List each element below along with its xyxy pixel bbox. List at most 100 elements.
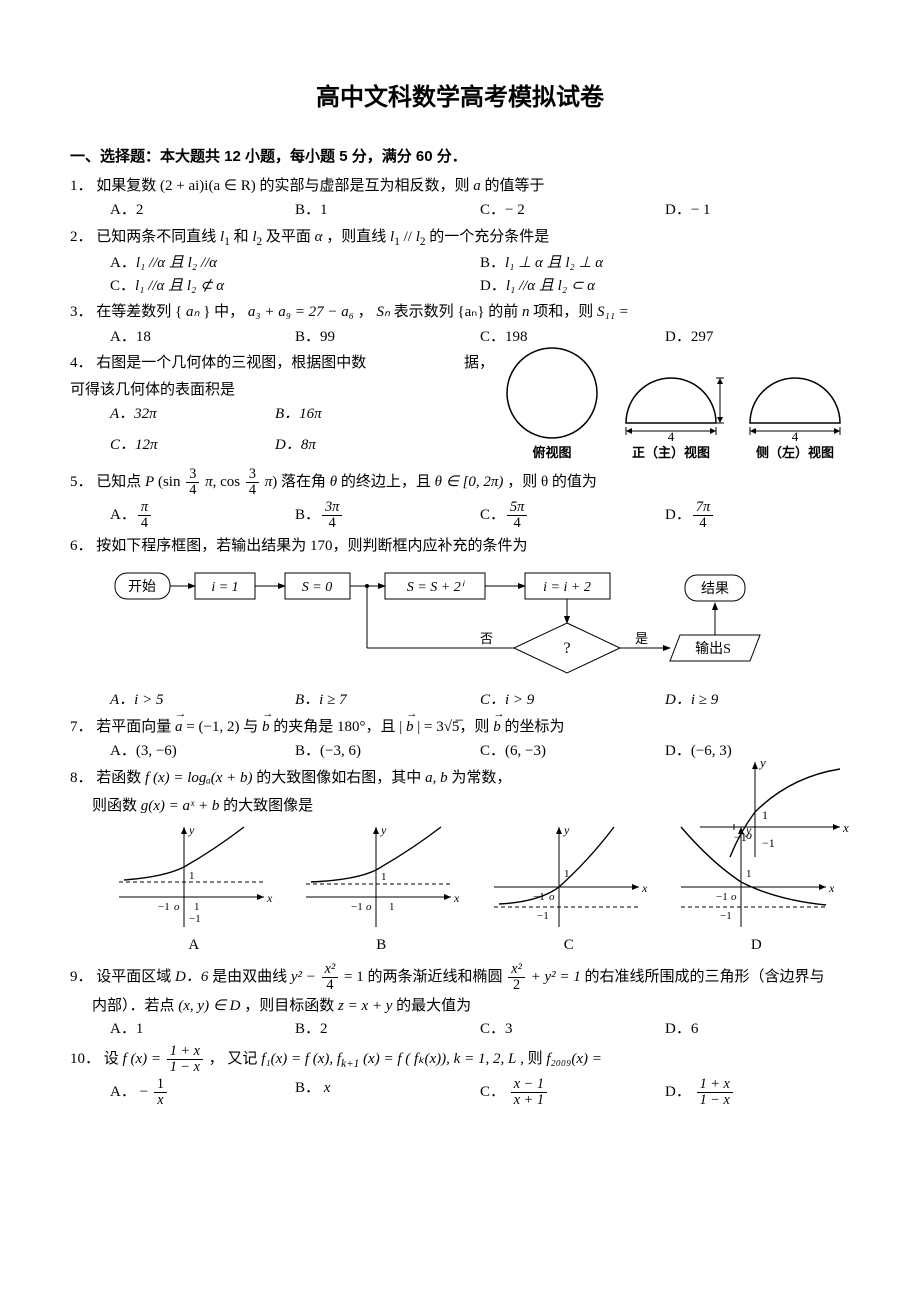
q10-f1: f₁(x) = f (x),: [261, 1051, 337, 1067]
q9-en: x²: [508, 962, 525, 978]
flowchart-icon: 开始 i = 1 S = 0 S = S + 2ⁱ i = i + 2 ? 否 …: [110, 563, 810, 683]
q9-num: 9．: [70, 969, 93, 985]
question-10: 10． 设 f (x) = 1 + x1 − x ， 又记 f₁(x) = f …: [70, 1044, 850, 1075]
q10-opt-d: D． 1 + x1 − x: [665, 1077, 850, 1108]
log-graph-icon: x y o −1 1 −1: [690, 757, 850, 862]
q6-options: A．i > 5 B．i ≥ 7 C．i > 9 D．i ≥ 9: [110, 689, 850, 712]
q2-b-txt: l₁ ⊥ α 且 l₂ ⊥ α: [505, 255, 603, 271]
svg-text:o: o: [746, 828, 752, 842]
flow-b4: i = i + 2: [543, 580, 591, 595]
q5-opt-d: D．7π4: [665, 500, 850, 531]
flow-end: 结果: [701, 581, 729, 597]
graph-b-icon: xy o 1 −11: [301, 822, 461, 932]
q1-opt-b: B．1: [295, 199, 480, 222]
q7-b: b: [262, 716, 270, 739]
q5-an: π: [138, 500, 151, 516]
q2-l2b: l2: [416, 229, 426, 245]
q9-opt-b: B．2: [295, 1018, 480, 1041]
svg-text:o: o: [366, 901, 372, 913]
q8-stem-a: 若函数: [96, 770, 145, 786]
q5-args-open: (sin: [158, 474, 184, 490]
q3-an: aₙ: [186, 304, 199, 320]
q4-dim4a: 4: [668, 429, 675, 443]
q4-side-label: 侧（左）视图: [740, 443, 850, 463]
q10-stem-b: ， 又记: [209, 1051, 262, 1067]
q1-opt-a: A．2: [110, 199, 295, 222]
q7-opt-b: B．(−3, 6): [295, 740, 480, 763]
q4-stem-b: 可得该几何体的表面积是: [70, 379, 850, 402]
q9-hyp-rhs: = 1: [344, 969, 364, 985]
q8-stem-c: 为常数，: [451, 770, 511, 786]
q3-s11: S₁₁ =: [597, 304, 629, 320]
q1-opt-c: C．− 2: [480, 199, 665, 222]
q6-num: 6．: [70, 538, 93, 554]
q7-num: 7．: [70, 719, 93, 735]
q2-a-pre: A．: [110, 255, 136, 271]
svg-text:1: 1: [746, 868, 752, 880]
q6-opt-d: D．i ≥ 9: [665, 689, 850, 712]
q9-z: z = x + y: [338, 998, 392, 1014]
question-2: 2． 已知两条不同直线 l1 和 l2 及平面 α ，则直线 l1 // l2 …: [70, 226, 850, 251]
q10-al: A．: [110, 1084, 136, 1100]
flow-q: ?: [563, 640, 570, 657]
q1-stem-a: 如果复数: [96, 178, 160, 194]
q10-fx: f (x) =: [123, 1051, 161, 1067]
svg-text:x: x: [828, 881, 835, 895]
q2-l1: l1: [220, 229, 230, 245]
q8-fx: f (x) = logₐ(x + b): [145, 770, 253, 786]
q10-fn: 1 + x: [167, 1044, 203, 1060]
question-5: 5． 已知点 P (sin 34 π, cos 34 π) 落在角 θ 的终边上…: [70, 467, 850, 498]
q9-ell-frac: x²2: [508, 962, 525, 993]
q1-stem-c: 的值等于: [484, 178, 544, 194]
q2-c-txt: l₁ //α 且 l₂ ⊄ α: [135, 278, 224, 294]
q3-eq: a₃ + a₉ = 27 − a₆: [248, 304, 354, 320]
q8-lab-a: A: [114, 934, 274, 957]
q9-ed: 2: [508, 978, 525, 993]
q9-hyp-lhs: y² −: [291, 969, 316, 985]
q2-opt-a: A．l₁ //α 且 l₂ //α: [110, 252, 480, 275]
q5-ad: 4: [138, 516, 151, 531]
q3-options: A．18 B．99 C．198 D．297: [110, 326, 850, 349]
question-9: 9． 设平面区域 D．6 是由双曲线 y² − x²4 = 1 的两条渐近线和椭…: [70, 962, 850, 993]
q4-opt-a: A．32π: [110, 403, 275, 426]
q3-stem-e: 项和，则: [533, 304, 597, 320]
q7-opt-c: C．(6, −3): [480, 740, 665, 763]
q9-stem-f: ，则目标函数: [244, 998, 338, 1014]
q10-f-frac: 1 + x1 − x: [167, 1044, 203, 1075]
q5-cl: C．: [480, 507, 505, 523]
q1-expr: (2 + ai)i(a ∈ R): [160, 178, 256, 194]
q8-ref-graph: x y o −1 1 −1: [690, 757, 850, 862]
q7-opt-a: A．(3, −6): [110, 740, 295, 763]
svg-text:1: 1: [194, 901, 200, 913]
q2-d-txt: l₁ //α 且 l₂ ⊂ α: [506, 278, 595, 294]
q4-num: 4．: [70, 355, 93, 371]
q9-opt-a: A．1: [110, 1018, 295, 1041]
q10-stem-a: 设: [104, 1051, 123, 1067]
svg-text:o: o: [174, 901, 180, 913]
q2-and: 和: [234, 229, 253, 245]
q10-f2009: f₂₀₀₉(x) =: [546, 1051, 602, 1067]
q5-dd: 4: [693, 516, 713, 531]
q7-stem-c: 的夹角是 180°，且 |: [273, 719, 402, 735]
q10-apre: −: [140, 1084, 152, 1100]
q3-opt-b: B．99: [295, 326, 480, 349]
q2-l1-sub: 1: [224, 236, 230, 248]
q9-ell-rhs: + y² = 1: [531, 969, 581, 985]
question-1: 1． 如果复数 (2 + ai)i(a ∈ R) 的实部与虚部是互为相反数，则 …: [70, 175, 850, 198]
q10-fd: 1 − x: [167, 1060, 203, 1075]
q8-ab: a, b: [425, 770, 448, 786]
flow-b3: S = S + 2ⁱ: [407, 580, 466, 595]
q4-options-2: C．12π D．8π: [110, 434, 440, 457]
flow-yes: 是: [635, 631, 648, 646]
q3-stem-a: 在等差数列 {: [96, 304, 182, 320]
svg-text:y: y: [380, 823, 387, 837]
flow-start: 开始: [128, 579, 156, 595]
q8-lab-c: C: [489, 934, 649, 957]
q5-stem-c: 的终边上，且: [341, 474, 435, 490]
q2-stem-c: ，则直线: [326, 229, 390, 245]
q7-a: a: [175, 716, 183, 739]
q2-par: //: [404, 229, 416, 245]
q10-options: A． − 1x B． x C． x − 1x + 1 D． 1 + x1 − x: [110, 1077, 850, 1108]
q5-range: θ ∈ [0, 2π): [435, 474, 504, 490]
q10-fksub: k+1: [341, 1058, 359, 1070]
